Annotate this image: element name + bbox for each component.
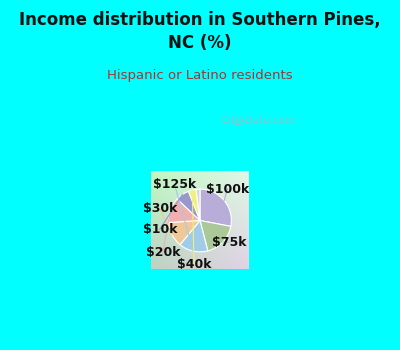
Text: $20k: $20k xyxy=(146,246,180,259)
Text: ⓘ: ⓘ xyxy=(235,115,241,125)
Text: Hispanic or Latino residents: Hispanic or Latino residents xyxy=(107,69,293,82)
Text: City-Data.com: City-Data.com xyxy=(222,115,296,125)
Text: $75k: $75k xyxy=(212,236,247,248)
Text: $40k: $40k xyxy=(177,258,211,271)
Wedge shape xyxy=(177,191,200,220)
Text: Income distribution in Southern Pines,
NC (%): Income distribution in Southern Pines, N… xyxy=(19,11,381,51)
Text: $10k: $10k xyxy=(142,223,177,236)
Wedge shape xyxy=(200,220,231,251)
Wedge shape xyxy=(200,189,231,226)
Wedge shape xyxy=(169,199,200,223)
Text: $125k: $125k xyxy=(153,178,196,191)
Text: $100k: $100k xyxy=(206,183,249,196)
Text: $30k: $30k xyxy=(143,202,177,215)
Wedge shape xyxy=(188,189,200,220)
Wedge shape xyxy=(169,220,200,245)
Wedge shape xyxy=(180,220,208,252)
Wedge shape xyxy=(196,189,200,220)
